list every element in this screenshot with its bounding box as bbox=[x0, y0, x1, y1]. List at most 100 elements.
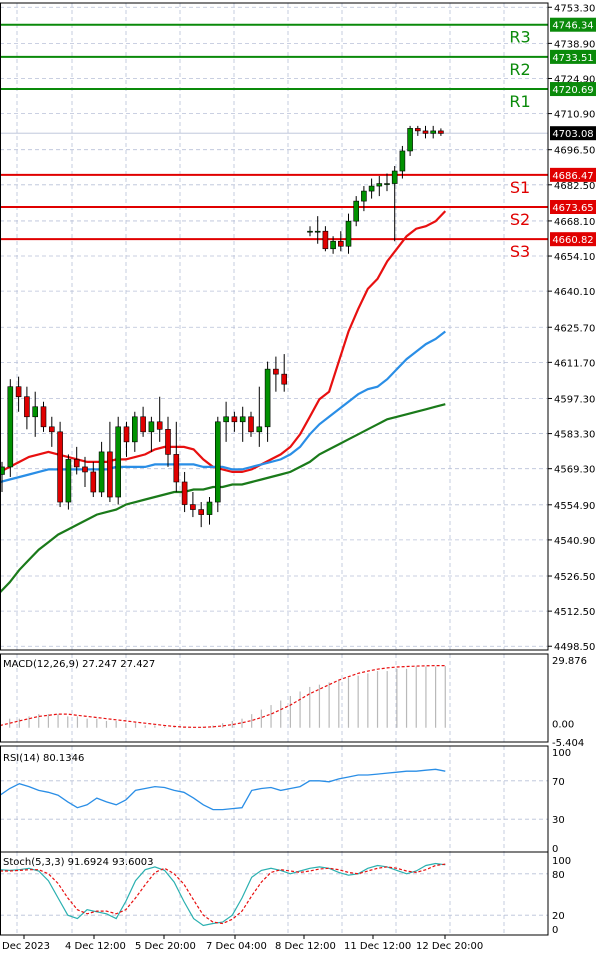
candle-bear bbox=[156, 421, 163, 430]
level-price-tag-text: 4720.69 bbox=[552, 85, 593, 96]
candle-bear bbox=[337, 240, 344, 247]
price-tick-label: 4738.90 bbox=[554, 39, 595, 50]
candle-bull bbox=[98, 451, 105, 493]
level-price-tag bbox=[550, 82, 596, 97]
price-tick-label: 4526.50 bbox=[554, 572, 595, 583]
ma-fast-line bbox=[0, 210, 447, 473]
macd-tick-label: 0.00 bbox=[552, 720, 574, 731]
candle-bull bbox=[115, 426, 121, 498]
candle-bull bbox=[353, 200, 360, 222]
candle-bull bbox=[345, 220, 352, 247]
candle-bear bbox=[57, 431, 63, 503]
candle-bull bbox=[264, 368, 271, 428]
level-label-r2: R2 bbox=[509, 60, 530, 79]
macd-tick-label: -5.404 bbox=[552, 738, 584, 749]
candle-bear bbox=[165, 429, 171, 455]
candle-bull bbox=[256, 426, 263, 433]
time-tick-label: 7 Dec 04:00 bbox=[206, 941, 267, 952]
level-price-tag bbox=[550, 232, 596, 247]
time-tick-label: 5 Dec 20:00 bbox=[135, 941, 196, 952]
candle-bull bbox=[148, 421, 155, 433]
price-tick-label: 4554.90 bbox=[554, 501, 595, 512]
candle-bear bbox=[123, 426, 130, 443]
candle-bull bbox=[307, 230, 313, 233]
macd-label: MACD(12,26,9) 27.247 27.427 bbox=[3, 659, 155, 670]
candle-bull bbox=[407, 128, 413, 152]
time-tick-label: 12 Dec 20:00 bbox=[416, 941, 483, 952]
rsi-label: RSI(14) 80.1346 bbox=[3, 753, 84, 764]
level-price-tag-text: 4673.65 bbox=[552, 203, 593, 214]
moving-averages bbox=[0, 210, 447, 594]
price-tick-label: 4625.70 bbox=[554, 323, 595, 334]
price-tick-label: 4682.50 bbox=[554, 181, 595, 192]
time-tick-label: 4 Dec 12:00 bbox=[65, 941, 126, 952]
candle-bear bbox=[173, 454, 180, 483]
price-tick-label: 4512.50 bbox=[554, 607, 595, 618]
candle-bear bbox=[190, 504, 196, 510]
grid bbox=[0, 3, 548, 935]
candle-bull bbox=[314, 230, 321, 233]
candle-bull bbox=[368, 185, 375, 192]
candle-bull bbox=[32, 406, 39, 418]
level-price-tag bbox=[550, 49, 596, 64]
price-tags: 4746.34 4733.51 4720.69 4686.47 4673.65 4660.… bbox=[550, 17, 596, 247]
price-tick-label: 4724.90 bbox=[554, 74, 595, 85]
candle-bear bbox=[107, 451, 113, 498]
time-tick-label: 8 Dec 12:00 bbox=[275, 941, 336, 952]
candle-bear bbox=[414, 128, 421, 132]
candle-bull bbox=[65, 459, 72, 503]
candle-bull bbox=[215, 421, 221, 503]
candle-bear bbox=[438, 130, 444, 134]
macd-tick-label: 29.876 bbox=[552, 656, 587, 667]
level-price-tag-text: 4660.82 bbox=[552, 235, 593, 246]
pivot-levels: R3 R2 R1 S1 S2 S3 bbox=[0, 23, 548, 261]
price-tick-label: 4540.90 bbox=[554, 536, 595, 547]
current-price-tag-text: 4703.08 bbox=[552, 129, 593, 140]
candle-bull bbox=[376, 183, 383, 187]
ma-mid-line bbox=[0, 330, 446, 484]
rsi-tick-label: 70 bbox=[552, 777, 565, 788]
candle-bear bbox=[140, 416, 146, 433]
level-label-s2: S2 bbox=[510, 210, 530, 229]
macd-signal-line bbox=[0, 664, 446, 728]
panel-border-stoch bbox=[0, 851, 549, 936]
price-tick-label: 4583.30 bbox=[554, 430, 595, 441]
candle-bull bbox=[0, 466, 5, 475]
time-tick-label: Dec 2023 bbox=[2, 941, 50, 952]
candle-bull bbox=[223, 416, 229, 423]
candle-bull bbox=[239, 416, 246, 423]
candle-bull bbox=[399, 150, 406, 172]
candle-bear bbox=[422, 130, 429, 134]
candle-bear bbox=[48, 426, 55, 433]
level-price-tag-text: 4686.47 bbox=[552, 171, 593, 182]
level-price-tag bbox=[550, 167, 596, 182]
stoch-tick-label: 80 bbox=[552, 870, 565, 881]
price-tick-label: 4696.50 bbox=[554, 146, 595, 157]
candle-bull bbox=[330, 240, 336, 250]
candle-bull bbox=[391, 170, 398, 184]
candle-bear bbox=[15, 386, 22, 398]
level-label-s3: S3 bbox=[510, 242, 530, 261]
candle-bull bbox=[206, 501, 213, 515]
price-tick-label: 4597.30 bbox=[554, 394, 595, 405]
candle-bear bbox=[273, 368, 279, 375]
candle-bear bbox=[90, 471, 97, 493]
candle-bear bbox=[231, 416, 238, 423]
candle-bear bbox=[40, 406, 47, 428]
rsi-tick-label: 100 bbox=[552, 748, 571, 759]
candle-bear bbox=[24, 396, 30, 418]
stoch-tick-label: 100 bbox=[552, 856, 571, 867]
level-price-tag-text: 4746.34 bbox=[552, 21, 593, 32]
level-label-r1: R1 bbox=[509, 92, 530, 111]
candle-bear bbox=[73, 459, 80, 468]
price-tick-label: 4668.10 bbox=[554, 217, 595, 228]
candle-bear bbox=[198, 509, 204, 515]
stoch-tick-label: 0 bbox=[552, 925, 558, 936]
level-label-r3: R3 bbox=[509, 28, 530, 47]
candle-bear bbox=[248, 416, 254, 433]
candle-bull bbox=[361, 190, 367, 202]
stoch-main-line bbox=[0, 862, 446, 927]
candlesticks bbox=[0, 125, 444, 528]
stoch-label: Stoch(5,3,3) 91.6924 93.6003 bbox=[3, 857, 154, 868]
